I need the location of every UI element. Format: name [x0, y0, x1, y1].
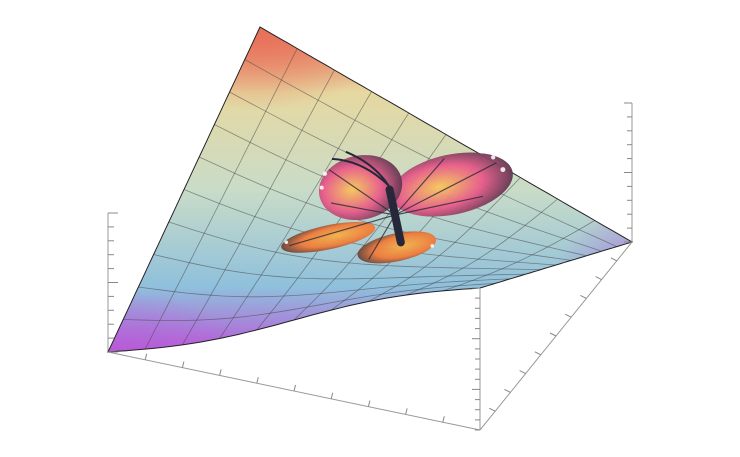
mesh-line-u	[405, 198, 558, 296]
mesh-line-v	[199, 156, 572, 261]
butterfly-lower-left-wing	[281, 221, 376, 253]
axis-tick	[504, 388, 511, 393]
mesh-line-u	[368, 177, 521, 302]
butterfly-body	[385, 185, 405, 247]
butterfly-upper-right-wing	[390, 152, 513, 217]
axis-tick	[219, 369, 222, 376]
axis-tick	[181, 361, 185, 368]
mesh-line-v	[244, 59, 617, 247]
mesh-line-v	[183, 189, 557, 266]
axis-tick	[610, 257, 618, 262]
axis-tick	[367, 400, 371, 407]
axis-tick	[293, 384, 296, 392]
butterfly-image	[281, 149, 513, 264]
axis-tick	[580, 294, 587, 299]
axis-tick	[534, 351, 542, 356]
axis-tick	[442, 416, 445, 423]
butterfly-antennae	[331, 150, 390, 187]
axis-tick	[595, 276, 602, 281]
axis-tick	[256, 377, 259, 384]
axis-ticks	[108, 102, 632, 431]
axis-tick	[488, 407, 496, 412]
butterfly-lower-right-wing	[357, 231, 436, 264]
axis-tick	[330, 392, 334, 399]
axis-tick	[144, 353, 148, 360]
axis-tick	[564, 313, 572, 318]
axis-tick	[519, 370, 526, 375]
butterfly-upper-left-wing	[318, 155, 403, 221]
mesh-line-u	[442, 220, 595, 292]
axis-tick	[549, 332, 557, 337]
axis-tick	[405, 408, 408, 415]
